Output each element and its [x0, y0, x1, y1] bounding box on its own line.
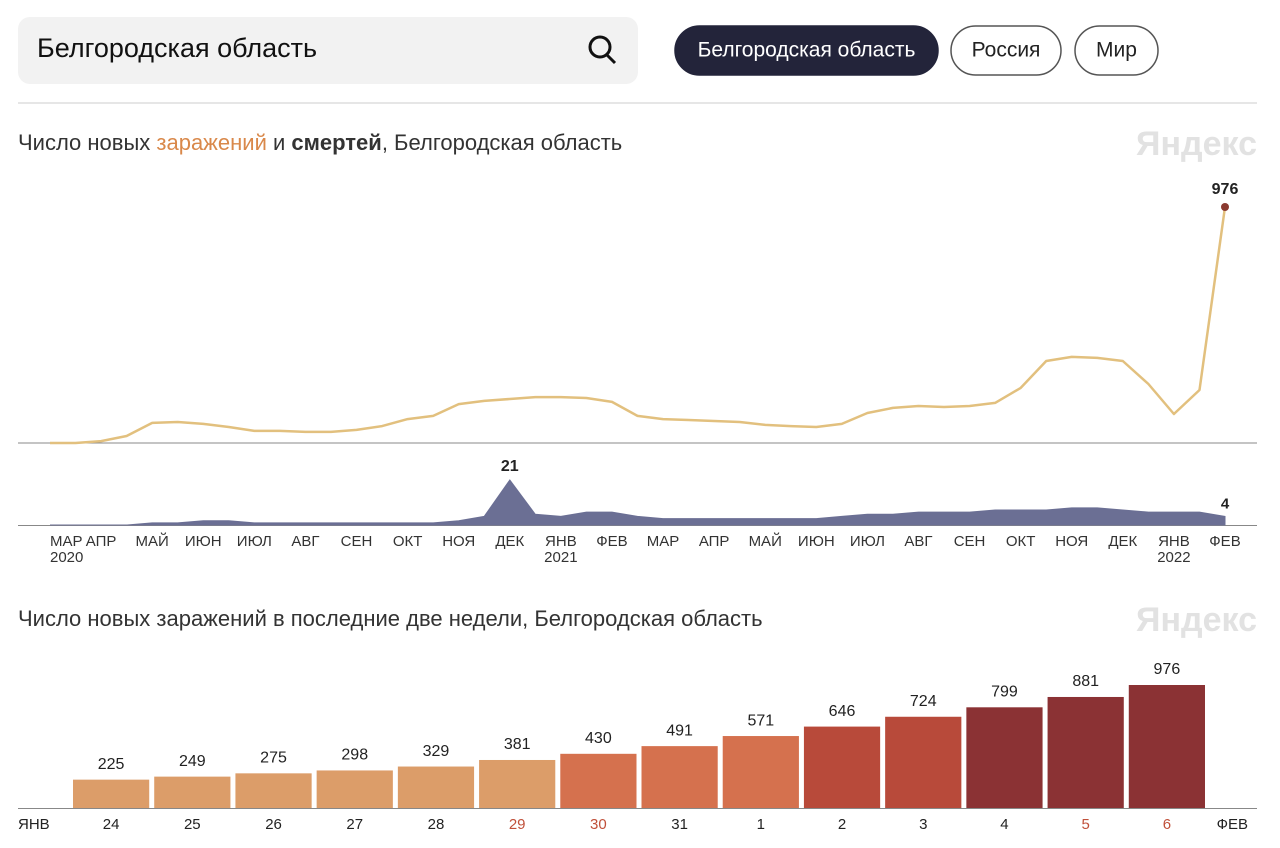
bar — [73, 779, 150, 808]
x-year-label: 2021 — [544, 549, 577, 566]
x-tick-label: 1 — [757, 816, 765, 833]
x-tick-label: АПР — [86, 533, 117, 550]
watermark: Яндекс — [1136, 601, 1257, 639]
bar — [803, 726, 881, 808]
x-tick-label: ИЮН — [185, 533, 222, 550]
bar — [722, 736, 799, 808]
peak-label: 21 — [501, 458, 519, 475]
x-tick-label: 5 — [1082, 816, 1090, 833]
x-tick-label: ЯНВ — [545, 533, 577, 550]
chart-title: Число новых заражений в последние две не… — [18, 606, 763, 631]
bar — [641, 746, 718, 808]
x-tick-label: СЕН — [954, 533, 986, 550]
x-tick-label: АВГ — [904, 533, 932, 550]
title-part: и — [267, 130, 292, 155]
x-tick-label: 28 — [428, 816, 445, 833]
bar-value-label: 799 — [991, 684, 1018, 701]
x-tick-label: АПР — [699, 533, 730, 550]
tab[interactable] — [950, 25, 1062, 76]
bar-value-label: 381 — [504, 736, 531, 753]
x-tick-label: ДЕК — [1108, 533, 1137, 550]
x-tick-label: ИЮН — [798, 533, 835, 550]
x-tick-label: МАР — [50, 533, 83, 550]
x-tick-label: НОЯ — [442, 533, 475, 550]
x-tick-label: МАЙ — [136, 532, 169, 550]
bar-value-label: 249 — [179, 753, 206, 770]
search-text[interactable]: Белгородская область — [37, 33, 317, 63]
x-tick-label: МАР — [647, 533, 680, 550]
bar — [1128, 685, 1205, 808]
search-box[interactable] — [18, 17, 638, 84]
tab[interactable] — [674, 25, 939, 76]
x-tick-label: АВГ — [291, 533, 319, 550]
x-tick-label: 6 — [1163, 816, 1171, 833]
bar-value-label: 430 — [585, 730, 612, 747]
x-year-label: 2022 — [1157, 549, 1190, 566]
x-tick-label: ИЮЛ — [237, 533, 272, 550]
infections-line — [50, 206, 1227, 445]
last-label: 976 — [1212, 181, 1239, 198]
bar-value-label: 646 — [829, 703, 856, 720]
title-part: заражений — [156, 130, 266, 155]
x-tick-label: ФЕВ — [1209, 533, 1240, 550]
title-part: , Белгородская область — [382, 130, 622, 155]
deaths-area — [50, 479, 1226, 526]
watermark: Яндекс — [1136, 125, 1257, 163]
bar-value-label: 225 — [98, 756, 125, 773]
bar — [560, 753, 637, 808]
bar-value-label: 881 — [1072, 673, 1099, 690]
x-tick-label: 3 — [919, 816, 927, 833]
tab-label[interactable]: Белгородская область — [698, 39, 916, 62]
x-tick-label: 25 — [184, 816, 201, 833]
tab-label[interactable]: Мир — [1096, 39, 1137, 62]
bar — [235, 773, 312, 808]
x-tick-label: ЯНВ — [1158, 533, 1190, 550]
x-tick-label: МАЙ — [749, 532, 782, 550]
bar — [1047, 696, 1124, 808]
bar — [316, 770, 393, 808]
last-label: 4 — [1221, 495, 1230, 512]
bar — [885, 716, 962, 808]
tab[interactable] — [1074, 25, 1159, 76]
end-dot — [1221, 203, 1229, 211]
x-tick-label: 29 — [509, 816, 526, 833]
x-tick-label: СЕН — [341, 533, 373, 550]
x-tick-label: ДЕК — [495, 533, 524, 550]
x-tick-label: НОЯ — [1055, 533, 1088, 550]
x-year-label: 2020 — [50, 549, 83, 566]
x-tick-label: 27 — [346, 816, 363, 833]
bar — [479, 759, 556, 808]
search-icon[interactable] — [588, 35, 617, 65]
x-tick-label: 2 — [838, 816, 846, 833]
x-tick-label: ОКТ — [1006, 533, 1036, 550]
title-part: Число новых — [18, 130, 156, 155]
bar-value-label: 491 — [666, 722, 693, 739]
x-end-label: ФЕВ — [1217, 816, 1248, 833]
x-tick-label: ИЮЛ — [850, 533, 885, 550]
bar — [966, 707, 1043, 808]
x-tick-label: 24 — [103, 816, 120, 833]
x-tick-label: ФЕВ — [596, 533, 627, 550]
x-tick-label: 31 — [671, 816, 688, 833]
x-tick-label: 4 — [1000, 816, 1008, 833]
bar — [154, 776, 231, 808]
bar-value-label: 571 — [747, 712, 774, 729]
title-part: смертей — [291, 130, 381, 155]
bar-value-label: 298 — [341, 747, 368, 764]
x-tick-label: 30 — [590, 816, 607, 833]
chart-title: Число новых заражений и смертей, Белгоро… — [18, 130, 622, 155]
bar-value-label: 724 — [910, 693, 937, 710]
bar — [397, 766, 475, 808]
bar-value-label: 976 — [1154, 661, 1181, 678]
x-tick-label: 26 — [265, 816, 282, 833]
bar-value-label: 329 — [423, 743, 450, 760]
tab-label[interactable]: Россия — [972, 39, 1041, 62]
bar-value-label: 275 — [260, 750, 287, 767]
x-tick-label: ОКТ — [393, 533, 423, 550]
x-start-label: ЯНВ — [18, 816, 50, 833]
